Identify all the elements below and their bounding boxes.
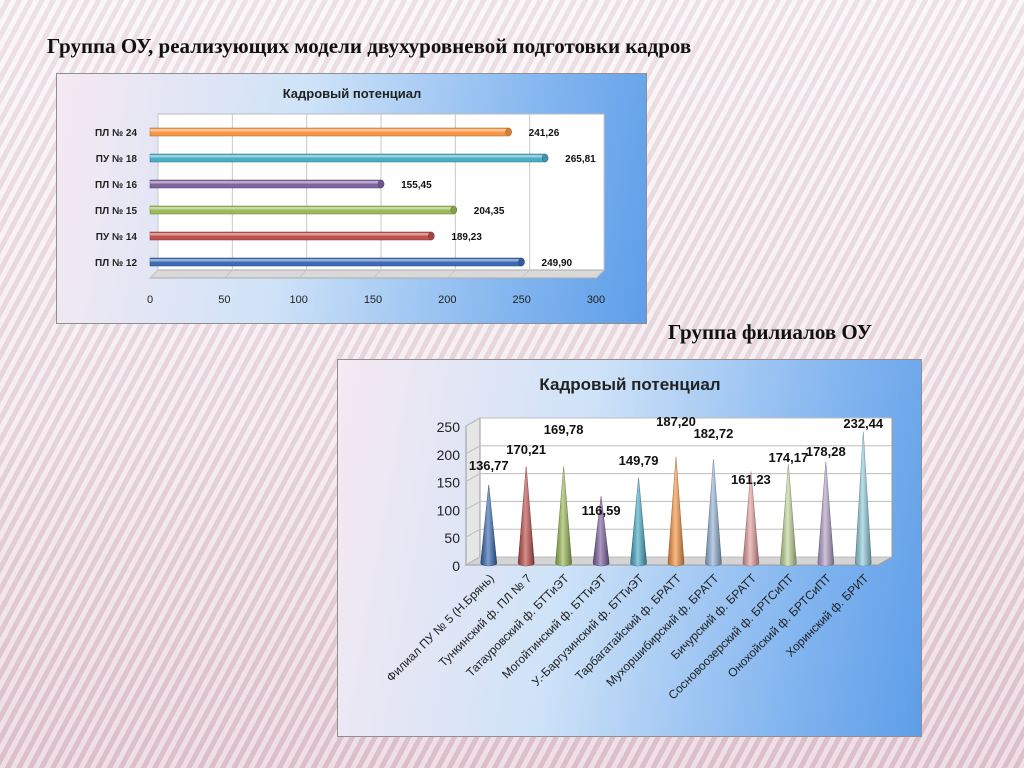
- category-label: ПЛ № 12: [95, 258, 137, 269]
- cone-bar-shading: [742, 471, 759, 566]
- cone-bar-shading: [705, 459, 722, 566]
- data-label: 182,72: [694, 426, 734, 441]
- bar-cap: [377, 179, 385, 189]
- bar-highlight: [150, 233, 432, 236]
- grid-line-floor: [521, 269, 531, 279]
- category-label: ПЛ № 24: [95, 128, 137, 139]
- data-label: 187,20: [656, 414, 696, 429]
- grid-line-floor: [372, 269, 382, 279]
- category-label: ПУ № 14: [96, 232, 138, 243]
- bar-highlight: [150, 207, 454, 210]
- data-label: 149,79: [619, 453, 659, 468]
- x-tick-label: 300: [587, 294, 605, 306]
- data-label: 232,44: [843, 416, 884, 431]
- category-label: ПЛ № 15: [95, 206, 137, 217]
- grid-line-side: [465, 500, 481, 510]
- cone-bar-shading: [555, 466, 572, 566]
- grid-line-side: [465, 417, 481, 427]
- bar-highlight: [150, 181, 382, 184]
- x-tick-label: 100: [289, 294, 307, 306]
- y-tick-label: 150: [437, 475, 461, 491]
- chart-title: Кадровый потенциал: [283, 86, 422, 101]
- staff-potential-chart-branches: Кадровый потенциал 0 50 100 150 200 250 136,7…: [337, 359, 922, 737]
- x-tick-label: 200: [438, 294, 456, 306]
- chart-title: Кадровый потенциал: [539, 375, 720, 394]
- category-label: ПУ № 18: [96, 154, 138, 165]
- bar-cap: [541, 153, 549, 163]
- cone-bar-shading: [518, 466, 535, 566]
- x-tick-label: 150: [364, 294, 382, 306]
- grid-line-floor: [149, 269, 159, 279]
- data-label: 170,21: [506, 442, 546, 457]
- grid-line-side: [465, 528, 481, 538]
- y-tick-label: 100: [437, 502, 461, 518]
- top-heading: Группа ОУ, реализующих модели двухуровне…: [47, 34, 692, 58]
- data-label: 136,77: [469, 458, 509, 473]
- plot-side-wall: [465, 417, 481, 566]
- cone-bar-shading: [480, 484, 497, 566]
- data-label: 178,28: [806, 444, 846, 459]
- cone-bar-shading: [593, 496, 610, 566]
- bar-cap: [428, 231, 435, 241]
- y-tick-label: 200: [437, 447, 461, 463]
- bottom-heading: Группа филиалов ОУ: [668, 320, 873, 344]
- y-tick-label: 250: [437, 419, 461, 435]
- grid-line-side: [465, 473, 481, 483]
- cone-chart-3d: Кадровый потенциал 0 50 100 150 200 250 136,7…: [384, 375, 894, 702]
- data-label: 204,35: [474, 206, 505, 217]
- data-label: 116,59: [582, 503, 621, 518]
- y-tick-label: 0: [452, 558, 460, 574]
- cone-bar-shading: [630, 477, 647, 566]
- bar-chart-horizontal: Кадровый потенциал ПЛ № 12 ПУ № 14 ПЛ № 15…: [95, 86, 606, 306]
- y-tick-label: 50: [444, 530, 460, 546]
- grid-line-floor: [223, 269, 233, 279]
- data-label: 155,45: [401, 180, 432, 191]
- data-label: 169,78: [544, 422, 584, 437]
- bar-highlight: [150, 155, 546, 158]
- bar-cap: [518, 257, 525, 267]
- cone-bar-shading: [668, 456, 684, 566]
- category-label: ПЛ № 16: [95, 180, 137, 191]
- cone-bar-shading: [855, 431, 872, 566]
- data-label: 265,81: [565, 154, 596, 165]
- grid-line-floor: [298, 269, 308, 279]
- grid-line-floor: [595, 269, 605, 279]
- cone-bar-shading: [780, 464, 797, 566]
- data-label: 174,17: [768, 450, 808, 465]
- bar-cap: [450, 205, 458, 215]
- x-tick-label: 50: [218, 294, 230, 306]
- bar-highlight: [150, 129, 509, 132]
- grid-line-floor: [446, 269, 456, 279]
- staff-potential-chart-schools: Кадровый потенциал ПЛ № 12 ПУ № 14 ПЛ № 15…: [56, 73, 647, 324]
- grid-line-side: [465, 556, 481, 566]
- data-label: 161,23: [731, 472, 771, 487]
- data-label: 249,90: [542, 258, 573, 269]
- cone-bar-shading: [817, 461, 834, 566]
- data-label: 241,26: [529, 128, 560, 139]
- data-label: 189,23: [451, 232, 482, 243]
- bar-cap: [505, 127, 512, 137]
- bar-highlight: [150, 259, 522, 262]
- grid-line-side: [465, 445, 481, 455]
- x-tick-label: 0: [147, 294, 153, 306]
- x-tick-label: 250: [512, 294, 530, 306]
